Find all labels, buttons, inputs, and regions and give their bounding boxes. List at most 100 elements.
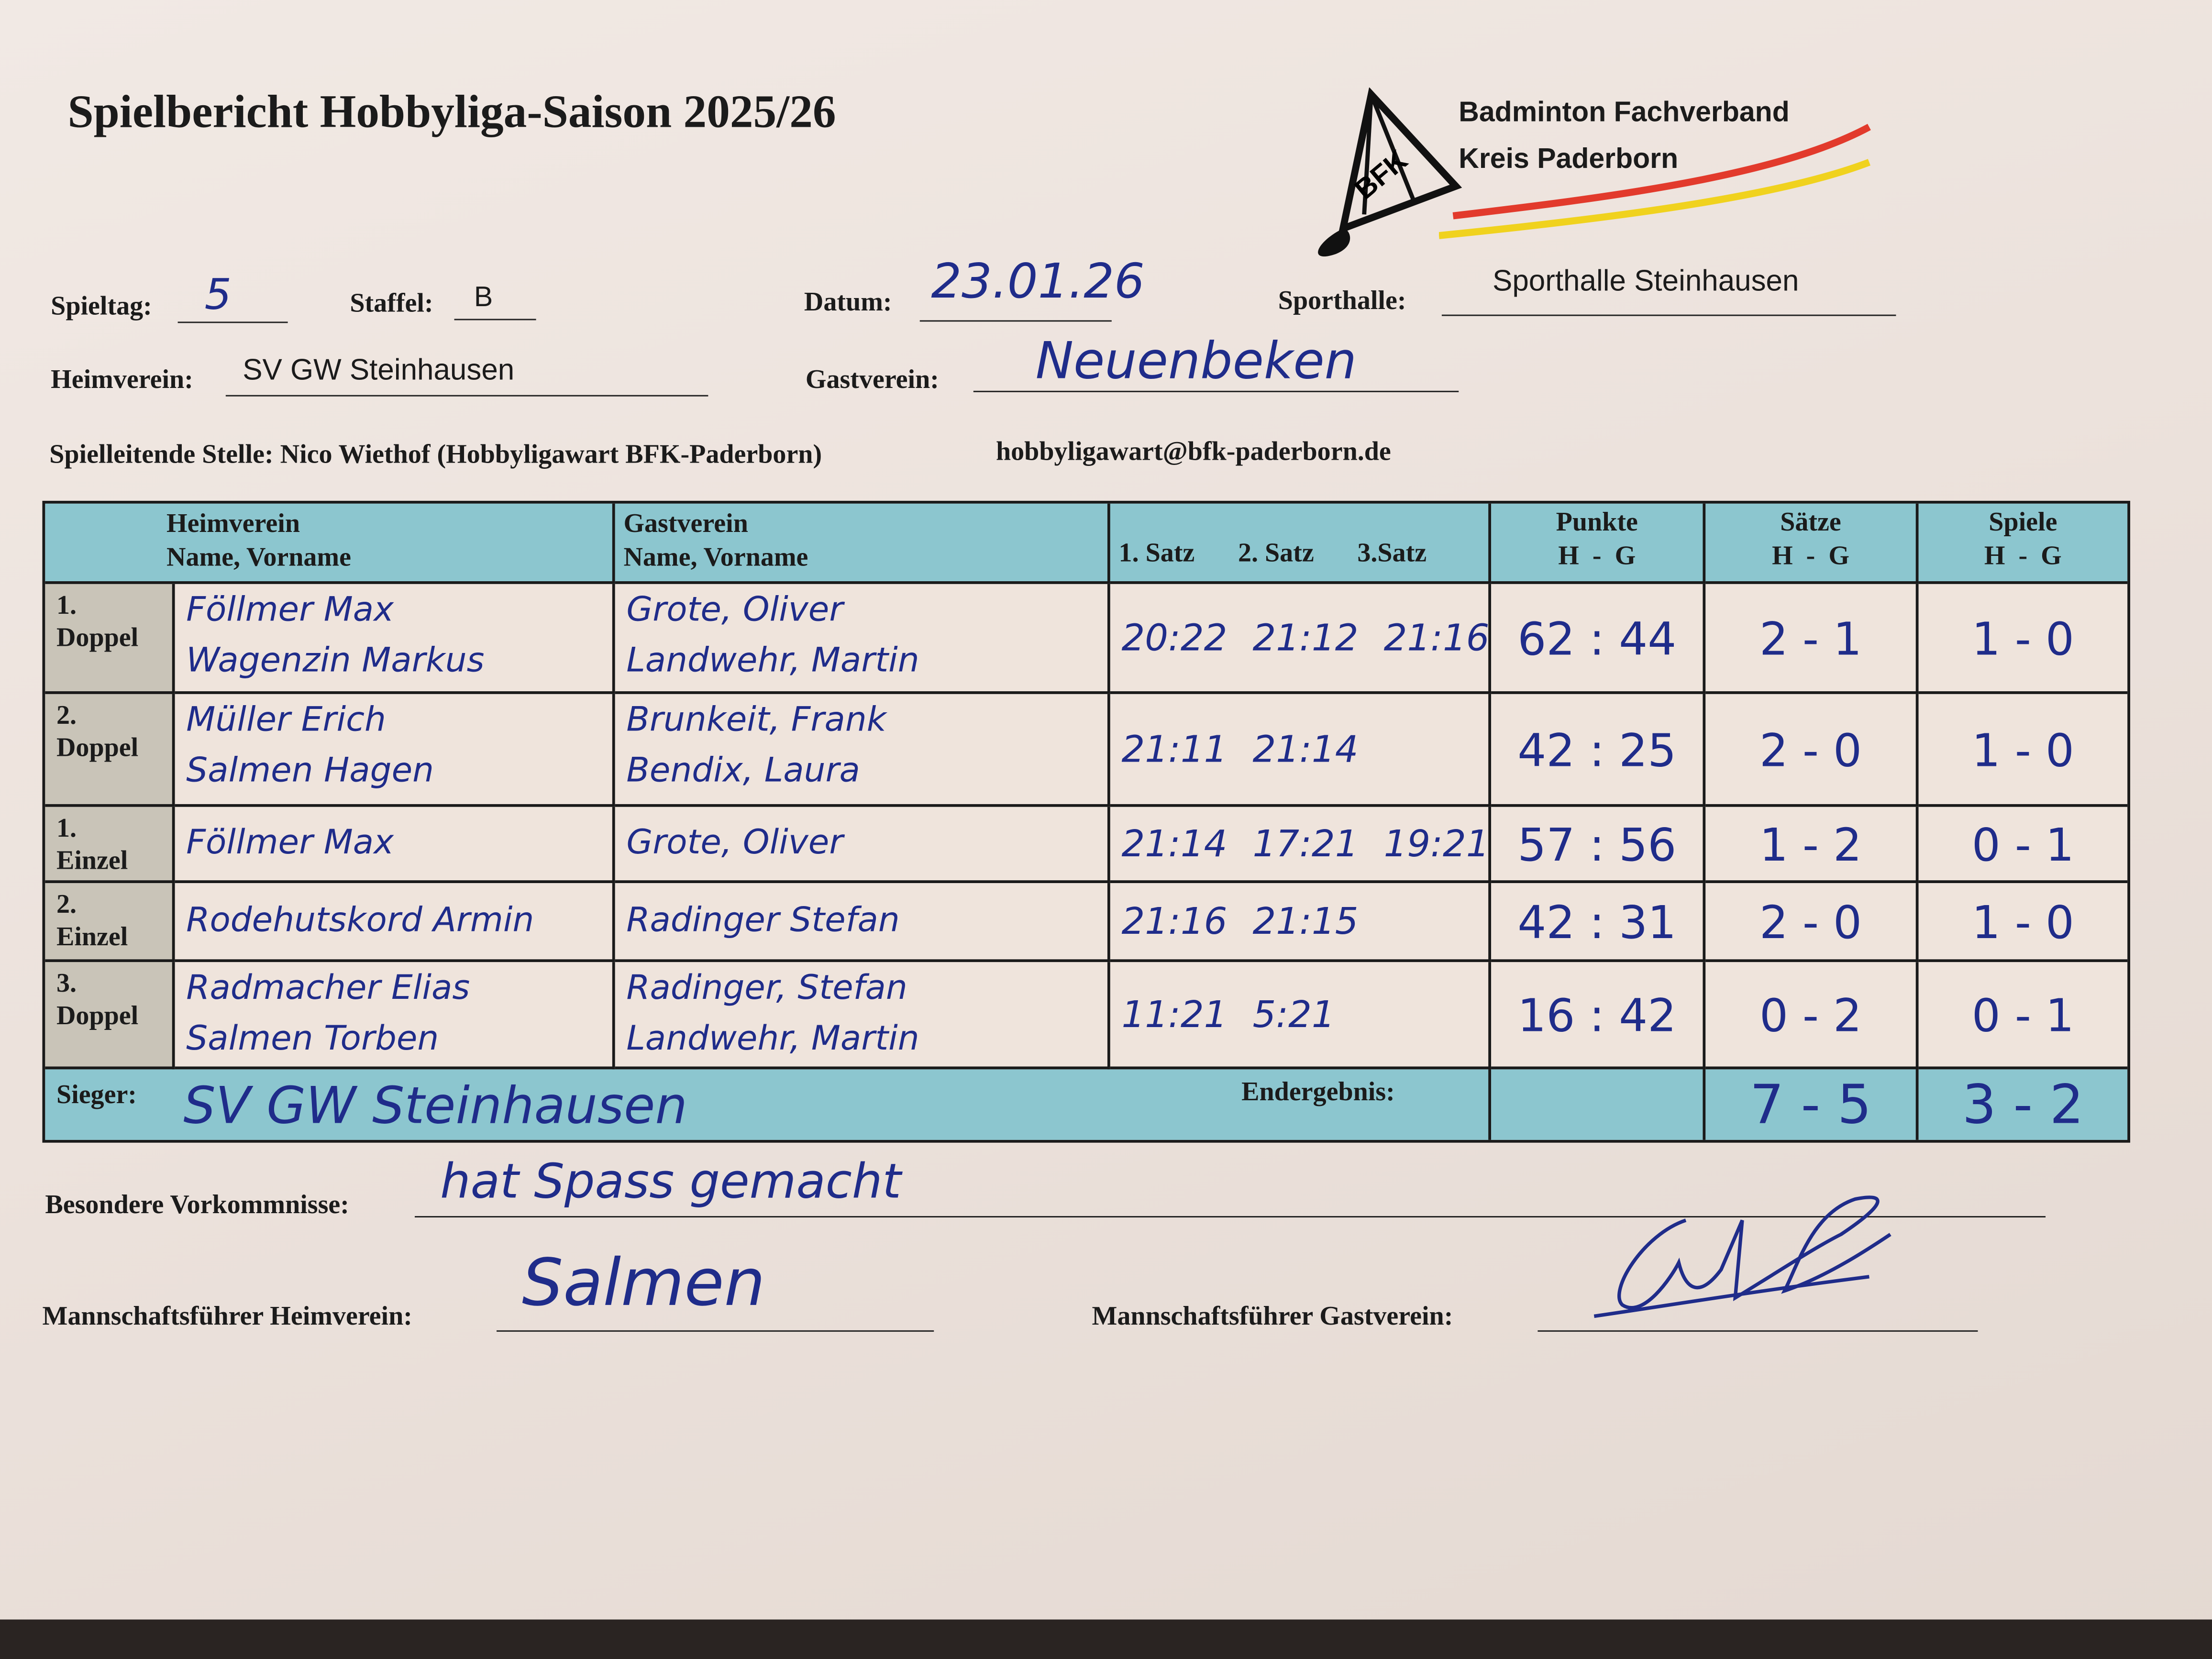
endergebnis-punkte [1491,1069,1706,1140]
vorkommnisse-label: Besondere Vorkommnisse: [45,1190,349,1220]
match-num: 2. [56,890,77,920]
set-score-3: 19:21 [1383,824,1490,866]
gast-player: Bendix, Laura [626,750,860,790]
organization-name: Badminton Fachverband Kreis Paderborn [1459,90,1789,184]
gast-players: Grote, Oliver Landwehr, Martin [615,584,1110,694]
spiele-value: 0 - 1 [1918,807,2128,884]
staffel-label: Staffel: [350,289,433,319]
header-spiele-hg: H - G [1984,542,2062,572]
gast-players: Brunkeit, Frank Bendix, Laura [615,694,1110,807]
spiele-value: 0 - 1 [1918,962,2128,1070]
gast-player: Grote, Oliver [626,822,843,862]
heim-player: Müller Erich [186,699,386,740]
heim-captain-label: Mannschaftsführer Heimverein: [42,1302,412,1332]
spieltag-value: 5 [204,271,232,321]
heim-player: Salmen Hagen [186,750,434,790]
saetze-value: 0 - 2 [1705,962,1919,1070]
match-num: 1. [56,591,77,621]
match-type: Einzel [56,846,128,876]
match-label: 2. Doppel [45,694,175,807]
heim-player: Salmen Torben [186,1018,439,1058]
header-saetze: Sätze H - G [1705,503,1919,584]
set-score-1: 11:21 [1121,995,1228,1037]
spieltag-label: Spieltag: [51,292,152,322]
sporthalle-label: Sporthalle: [1278,286,1406,316]
set-scores: 11:21 5:21 [1110,962,1492,1070]
set-scores: 21:11 21:14 [1110,694,1492,807]
gast-signature [1593,1195,1891,1318]
match-num: 3. [56,969,77,999]
saetze-value: 2 - 1 [1705,584,1919,694]
heim-players: Föllmer Max [175,807,615,884]
spiele-value: 1 - 0 [1918,694,2128,807]
datum-label: Datum: [804,288,892,318]
results-table: Heimverein Name, Vorname Gastverein Name… [42,500,2130,1143]
heim-players: Föllmer Max Wagenzin Markus [175,584,615,694]
heim-players: Müller Erich Salmen Hagen [175,694,615,807]
header-saetze-label: Sätze [1780,508,1841,538]
staffel-value: B [474,282,493,313]
sieger-value: SV GW Steinhausen [183,1078,687,1136]
header-punkte: Punkte H - G [1491,503,1706,584]
set-score-1: 20:22 [1121,618,1228,661]
set-score-2: 5:21 [1252,995,1335,1037]
header-heim-label: Heimverein [166,509,300,539]
set-scores: 21:16 21:15 [1110,883,1492,962]
match-num: 2. [56,701,77,731]
heim-signature: Salmen [522,1244,765,1321]
heim-player: Föllmer Max [186,822,394,862]
match-type: Doppel [56,733,139,763]
set-score-2: 21:12 [1252,618,1359,661]
heim-players: Rodehutskord Armin [175,883,615,962]
header-satz3: 3.Satz [1357,539,1427,569]
match-type: Einzel [56,922,128,952]
saetze-value: 1 - 2 [1705,807,1919,884]
match-type: Doppel [56,1001,139,1031]
spiele-value: 1 - 0 [1918,883,2128,962]
sporthalle-value: Sporthalle Steinhausen [1493,265,1799,298]
header-punkte-hg: H - G [1558,542,1636,572]
gastverein-value: Neuenbeken [1035,332,1357,391]
set-scores: 21:14 17:21 19:21 [1110,807,1492,884]
set-score-2: 21:15 [1252,901,1359,944]
set-score-1: 21:11 [1121,729,1228,772]
page-title: Spielbericht Hobbyliga-Saison 2025/26 [67,87,836,139]
header-gastverein: Gastverein Name, Vorname [615,503,1110,584]
punkte-value: 57 : 56 [1491,807,1706,884]
match-label: 3. Doppel [45,962,175,1070]
gast-players: Radinger, Stefan Landwehr, Martin [615,962,1110,1070]
header-spiele-label: Spiele [1989,508,2057,538]
end-spiele: 3 - 2 [1918,1069,2128,1140]
gast-players: Grote, Oliver [615,807,1110,884]
gast-player: Grote, Oliver [626,589,843,630]
match-label: 1. Einzel [45,807,175,884]
header-spiele: Spiele H - G [1918,503,2128,584]
header-punkte-label: Punkte [1556,508,1638,538]
heimverein-value: SV GW Steinhausen [243,354,515,387]
set-score-1: 21:16 [1121,901,1228,944]
org-line-1: Badminton Fachverband [1459,97,1790,129]
shuttlecock-logo: BFK [1286,87,1470,264]
punkte-value: 42 : 25 [1491,694,1706,807]
header-heim-sub: Name, Vorname [166,543,351,573]
set-score-3: 21:16 [1383,618,1490,661]
match-type: Doppel [56,623,139,653]
match-label: 2. Einzel [45,883,175,962]
contact-email: hobbyligawart@bfk-paderborn.de [995,437,1391,467]
gast-player: Landwehr, Martin [626,640,919,680]
gast-player: Brunkeit, Frank [626,699,886,740]
gastverein-label: Gastverein: [805,365,939,395]
gast-player: Radinger Stefan [626,900,900,940]
heimverein-label: Heimverein: [51,365,193,395]
org-line-2: Kreis Paderborn [1459,144,1679,175]
set-score-1: 21:14 [1121,824,1228,866]
header-gast-label: Gastverein [623,509,748,539]
match-label: 1. Doppel [45,584,175,694]
header-gast-sub: Name, Vorname [623,543,808,573]
punkte-value: 62 : 44 [1491,584,1706,694]
set-score-2: 21:14 [1252,729,1359,772]
spielleitende-stelle: Spielleitende Stelle: Nico Wiethof (Hobb… [49,440,822,470]
punkte-value: 16 : 42 [1491,962,1706,1070]
spiele-value: 1 - 0 [1918,584,2128,694]
